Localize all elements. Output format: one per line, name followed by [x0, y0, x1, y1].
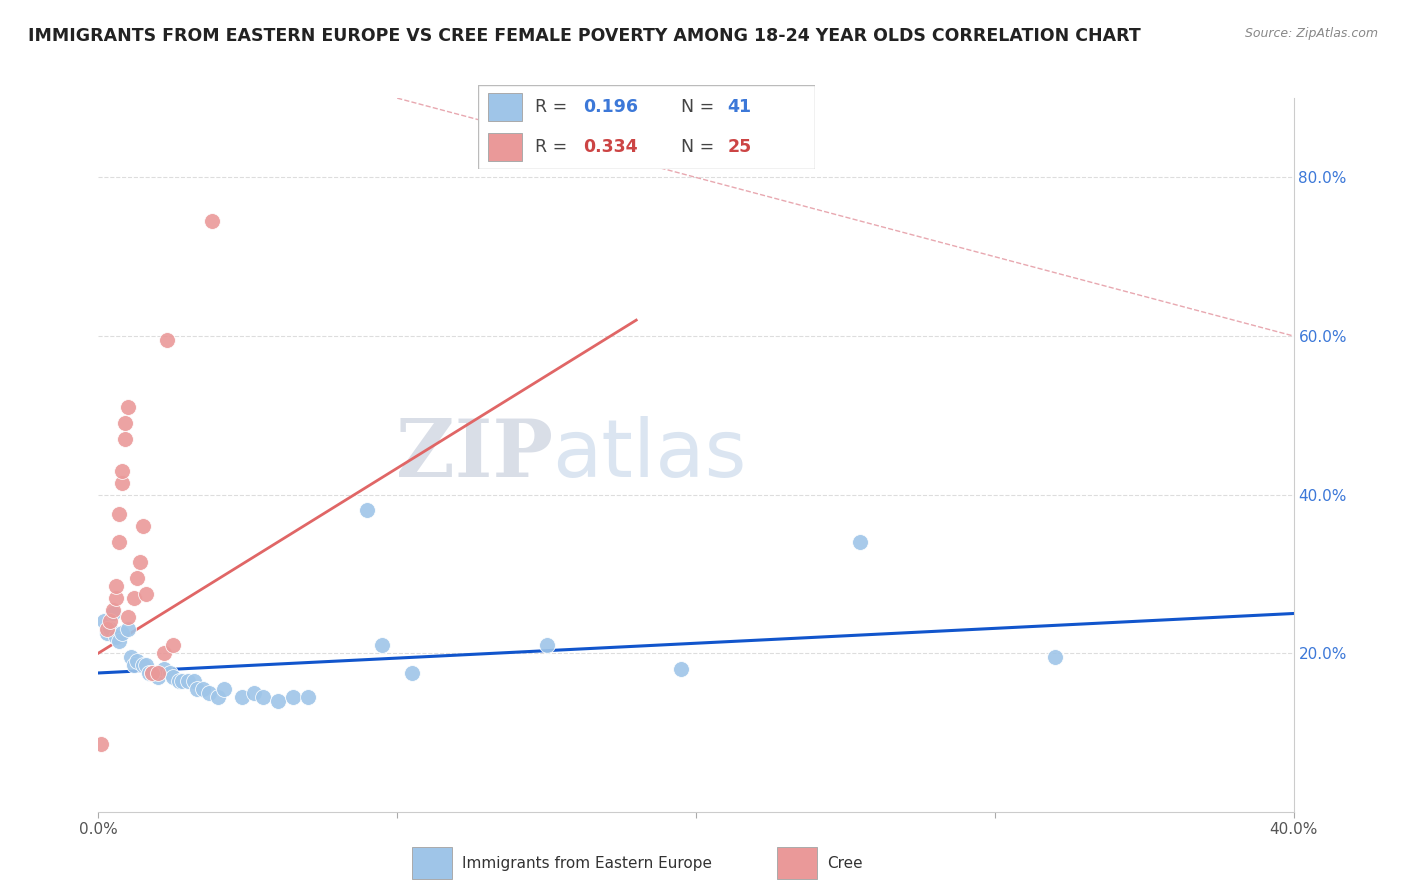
Text: atlas: atlas	[553, 416, 747, 494]
Point	[401, 665, 423, 680]
FancyBboxPatch shape	[478, 85, 815, 169]
Point	[162, 670, 184, 684]
Point	[356, 503, 378, 517]
Point	[141, 665, 163, 680]
Text: N =: N =	[681, 137, 720, 155]
Point	[231, 690, 253, 704]
Point	[114, 416, 136, 430]
Point	[103, 607, 125, 621]
Point	[141, 665, 163, 680]
Point	[177, 673, 200, 688]
Point	[111, 464, 134, 478]
Point	[186, 681, 208, 696]
Text: 0.196: 0.196	[582, 98, 638, 116]
Point	[297, 690, 319, 704]
Point	[252, 690, 274, 704]
Point	[138, 665, 160, 680]
Point	[135, 587, 157, 601]
Point	[1043, 650, 1066, 665]
Point	[153, 662, 176, 676]
Point	[114, 432, 136, 446]
Point	[111, 626, 134, 640]
Point	[100, 623, 122, 637]
Point	[90, 737, 112, 751]
Point	[198, 686, 221, 700]
Point	[536, 638, 558, 652]
Point	[105, 630, 128, 644]
Point	[135, 658, 157, 673]
Text: IMMIGRANTS FROM EASTERN EUROPE VS CREE FEMALE POVERTY AMONG 18-24 YEAR OLDS CORR: IMMIGRANTS FROM EASTERN EUROPE VS CREE F…	[28, 27, 1140, 45]
Text: 25: 25	[728, 137, 752, 155]
Text: Immigrants from Eastern Europe: Immigrants from Eastern Europe	[461, 855, 711, 871]
Point	[105, 579, 128, 593]
Point	[129, 555, 152, 569]
Point	[267, 694, 290, 708]
Point	[153, 646, 176, 660]
Text: 0.334: 0.334	[582, 137, 637, 155]
Text: N =: N =	[681, 98, 720, 116]
Point	[159, 665, 181, 680]
Point	[127, 571, 149, 585]
Text: 41: 41	[728, 98, 752, 116]
Point	[162, 638, 184, 652]
Point	[207, 690, 229, 704]
FancyBboxPatch shape	[488, 94, 522, 121]
Point	[117, 623, 139, 637]
Point	[148, 665, 170, 680]
Point	[156, 333, 179, 347]
Text: R =: R =	[536, 137, 574, 155]
Point	[117, 401, 139, 415]
Point	[108, 535, 131, 549]
Point	[132, 658, 155, 673]
Point	[100, 615, 122, 629]
Point	[120, 650, 142, 665]
Point	[849, 535, 872, 549]
Text: ZIP: ZIP	[395, 416, 553, 494]
Point	[669, 662, 692, 676]
Point	[132, 519, 155, 533]
Point	[183, 673, 205, 688]
Point	[124, 658, 146, 673]
FancyBboxPatch shape	[412, 847, 453, 879]
Point	[243, 686, 266, 700]
Point	[127, 654, 149, 668]
Point	[148, 670, 170, 684]
Point	[111, 475, 134, 490]
Text: Cree: Cree	[827, 855, 862, 871]
Point	[93, 615, 115, 629]
Point	[96, 623, 118, 637]
Point	[103, 602, 125, 616]
Point	[191, 681, 214, 696]
Point	[108, 634, 131, 648]
Text: Source: ZipAtlas.com: Source: ZipAtlas.com	[1244, 27, 1378, 40]
Point	[172, 673, 194, 688]
Point	[105, 591, 128, 605]
Point	[371, 638, 394, 652]
Point	[167, 673, 190, 688]
Point	[124, 591, 146, 605]
Point	[117, 610, 139, 624]
FancyBboxPatch shape	[778, 847, 817, 879]
Point	[281, 690, 304, 704]
FancyBboxPatch shape	[488, 133, 522, 161]
Point	[96, 626, 118, 640]
Text: R =: R =	[536, 98, 574, 116]
Point	[201, 214, 224, 228]
Point	[212, 681, 235, 696]
Point	[108, 508, 131, 522]
